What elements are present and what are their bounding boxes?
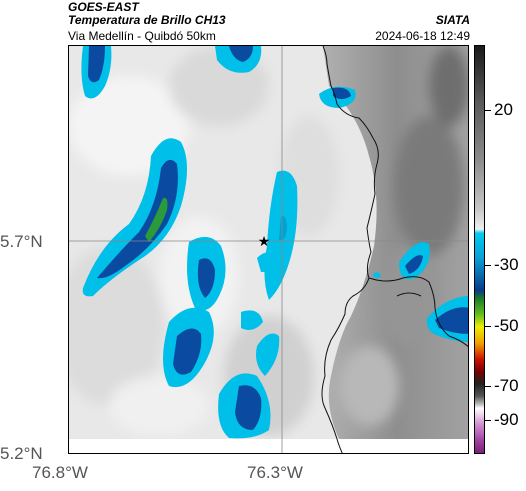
map-canvas: ★ — [69, 46, 468, 453]
organization-label: SIATA — [435, 13, 470, 27]
colorbar — [474, 45, 485, 454]
cold-cloud-tops — [81, 46, 468, 439]
colorbar-label-neg70: -70 — [494, 376, 519, 395]
route-subtitle: Via Medellín - Quibdó 50km — [68, 29, 216, 43]
lat-label-5-2: 5.2°N — [0, 444, 43, 463]
satellite-map[interactable]: ★ — [68, 45, 469, 454]
colorbar-tick — [485, 110, 491, 111]
colorbar-tick — [485, 420, 491, 421]
river-border — [396, 292, 422, 297]
location-star-icon: ★ — [258, 234, 271, 250]
colorbar-tick — [485, 326, 491, 327]
lat-label-5-7: 5.7°N — [0, 232, 43, 251]
lon-label-76-3: 76.3°W — [247, 463, 303, 482]
colorbar-tick — [485, 265, 491, 266]
lon-label-76-8: 76.8°W — [32, 463, 88, 482]
colorbar-label-neg30: -30 — [494, 255, 519, 274]
timestamp-label: 2024-06-18 12:49 — [375, 29, 470, 43]
colorbar-label-neg50: -50 — [494, 316, 519, 335]
satellite-title: GOES-EAST — [68, 0, 139, 14]
product-title: Temperatura de Brillo CH13 — [68, 13, 226, 27]
coastline — [322, 46, 468, 347]
department-border — [321, 277, 370, 453]
no-data-strip — [69, 439, 468, 453]
land-texture — [339, 46, 468, 426]
colorbar-tick — [485, 386, 491, 387]
colorbar-label-neg90: -90 — [494, 410, 519, 429]
colorbar-label-20: 20 — [494, 100, 513, 119]
